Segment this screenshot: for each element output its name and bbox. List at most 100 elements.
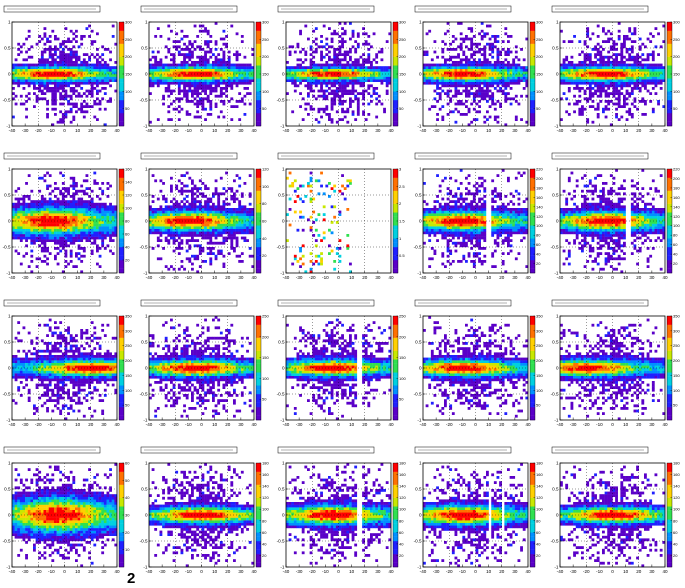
- heatmap-cell: [470, 40, 474, 43]
- heatmap-cell: [222, 55, 226, 59]
- heatmap-cell: [109, 231, 112, 235]
- heatmap-cell: [56, 247, 60, 250]
- heatmap-cell: [454, 61, 458, 64]
- heatmap-cell: [154, 68, 158, 72]
- heatmap-cell: [338, 76, 342, 80]
- heatmap-cell: [623, 81, 626, 85]
- heatmap-cell: [620, 68, 624, 72]
- heatmap-cell: [35, 236, 39, 240]
- heatmap-cell: [570, 74, 574, 77]
- heatmap-cell: [222, 226, 226, 229]
- heatmap-cell: [333, 76, 337, 80]
- heatmap-cell: [470, 68, 474, 72]
- heatmap-cell: [659, 66, 663, 69]
- heatmap-cell: [467, 94, 471, 98]
- heatmap-cell: [177, 92, 181, 95]
- heatmap-cell: [333, 29, 337, 33]
- heatmap-cell: [570, 40, 574, 43]
- heatmap-cell: [219, 100, 223, 103]
- heatmap-cell: [64, 239, 68, 242]
- heatmap-cell: [227, 50, 231, 54]
- heatmap-cell: [341, 45, 344, 49]
- heatmap-cell: [359, 92, 363, 95]
- heatmap-cell: [46, 115, 49, 119]
- heatmap-cell: [183, 228, 186, 232]
- heatmap-cell: [349, 81, 352, 85]
- heatmap-cell: [649, 63, 653, 67]
- heatmap-cell: [198, 192, 202, 196]
- heatmap-cell: [325, 79, 329, 82]
- heatmap-cell: [359, 76, 363, 80]
- heatmap-cell: [196, 215, 200, 219]
- heatmap-cell: [602, 76, 605, 80]
- heatmap-cell: [106, 182, 110, 185]
- heatmap-cell: [56, 213, 60, 216]
- heatmap-cell: [341, 84, 344, 88]
- heatmap-cell: [98, 254, 102, 258]
- heatmap-cell: [604, 92, 608, 95]
- heatmap-cell: [88, 236, 91, 240]
- z-tick-label: 80: [125, 219, 130, 224]
- heatmap-cell: [114, 205, 118, 209]
- y-tick-label: 0: [419, 72, 422, 77]
- heatmap-cell: [591, 105, 595, 108]
- heatmap-cell: [491, 50, 495, 54]
- heatmap-cell: [320, 66, 323, 69]
- heatmap-cell: [588, 84, 592, 88]
- heatmap-cell: [248, 76, 252, 80]
- heatmap-cell: [75, 202, 78, 206]
- heatmap-cell: [488, 115, 492, 119]
- heatmap-cell: [154, 208, 158, 211]
- heatmap-cell: [54, 215, 57, 219]
- heatmap-cell: [588, 89, 592, 93]
- heatmap-cell: [170, 189, 173, 193]
- heatmap-cell: [370, 61, 373, 64]
- heatmap-cell: [209, 87, 213, 90]
- heatmap-cell: [596, 48, 600, 51]
- heatmap-cell: [599, 100, 603, 103]
- heatmap-cell: [293, 89, 297, 93]
- x-tick-label: -30: [22, 128, 29, 133]
- heatmap-cell: [570, 79, 574, 82]
- heatmap-cell: [172, 223, 176, 227]
- heatmap-cell: [599, 81, 603, 85]
- heatmap-cell: [162, 94, 165, 98]
- heatmap-cell: [525, 71, 529, 75]
- heatmap-cell: [191, 202, 194, 206]
- heatmap-cell: [98, 213, 102, 216]
- heatmap-cell: [98, 221, 102, 224]
- heatmap-cell: [96, 195, 99, 198]
- heatmap-cell: [167, 118, 171, 121]
- heatmap-cell: [351, 76, 355, 80]
- heatmap-cell: [172, 228, 176, 232]
- heatmap-cell: [354, 89, 358, 93]
- heatmap-cell: [59, 50, 63, 54]
- heatmap-cell: [230, 187, 234, 190]
- heatmap-cell: [317, 89, 321, 93]
- heatmap-cell: [59, 55, 63, 59]
- heatmap-cell: [641, 74, 645, 77]
- heatmap-cell: [338, 61, 342, 64]
- heatmap-cell: [367, 58, 371, 62]
- heatmap-cell: [90, 42, 94, 46]
- heatmap-cell: [61, 113, 65, 116]
- heatmap-cell: [478, 81, 481, 85]
- heatmap-cell: [98, 223, 102, 227]
- heatmap-cell: [599, 58, 603, 62]
- heatmap-cell: [30, 226, 34, 229]
- heatmap-cell: [583, 55, 587, 59]
- heatmap-cell: [196, 254, 200, 258]
- heatmap-cell: [183, 76, 186, 80]
- heatmap-cell: [238, 223, 242, 227]
- heatmap-cell: [172, 53, 176, 56]
- heatmap-cell: [196, 226, 200, 229]
- heatmap-cell: [491, 100, 495, 103]
- heatmap-cell: [496, 81, 500, 85]
- heatmap-cell: [304, 74, 308, 77]
- heatmap-cell: [180, 76, 184, 80]
- heatmap-cell: [90, 87, 94, 90]
- heatmap-cell: [638, 37, 642, 41]
- heatmap-cell: [235, 218, 239, 222]
- heatmap-cell: [88, 76, 91, 80]
- heatmap-cell: [172, 241, 176, 245]
